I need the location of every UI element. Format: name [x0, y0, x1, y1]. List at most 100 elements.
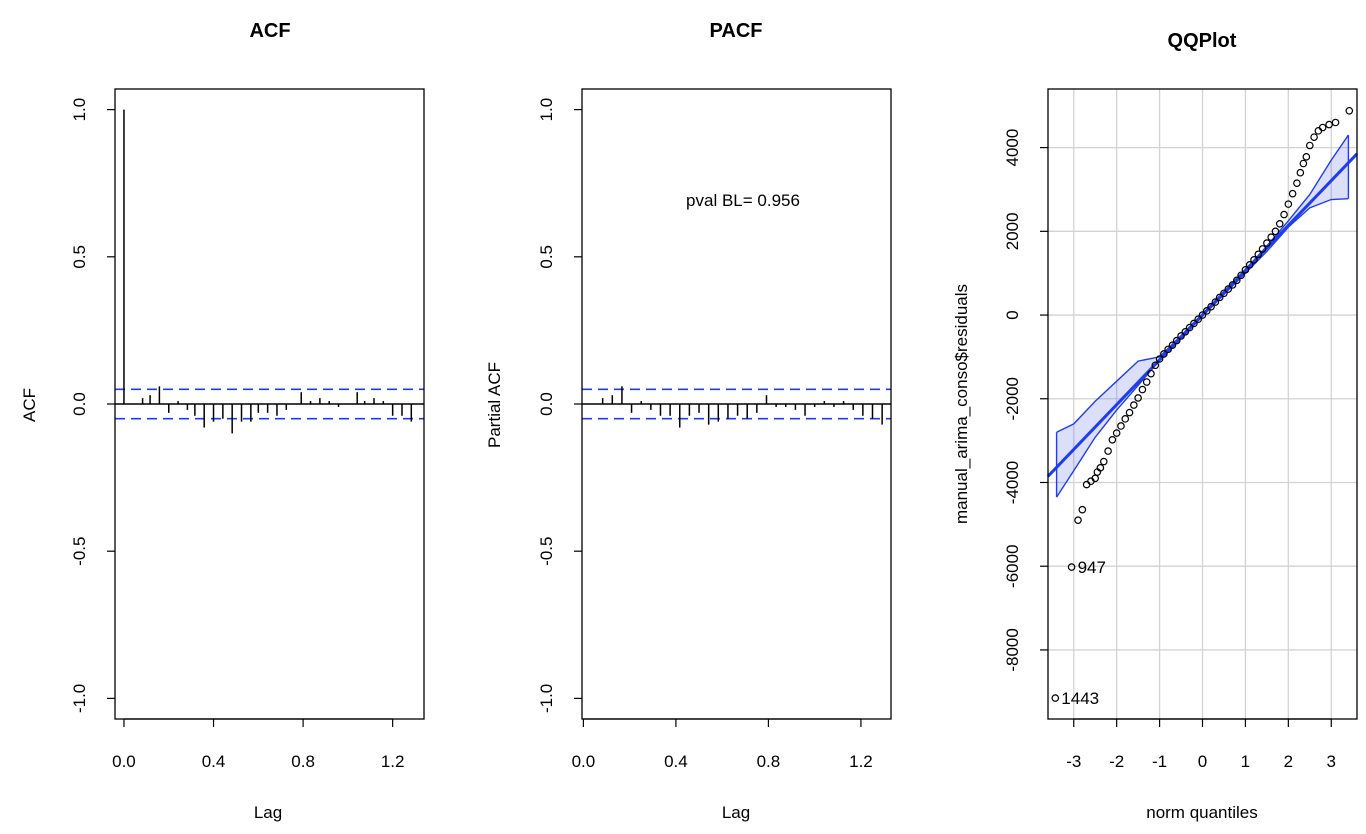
qqplot-point: [1345, 106, 1354, 115]
qqplot-reference-line-path: [1046, 152, 1359, 478]
qqplot-point: [1215, 293, 1224, 302]
qqplot-point: [1194, 315, 1203, 324]
qqplot-point: [1155, 355, 1164, 363]
pacf-x-tick-label: 0.8: [757, 752, 781, 771]
qqplot-x-tick-label: 2: [1284, 752, 1293, 771]
qqplot-point: [1099, 457, 1108, 466]
qqplot-point: [1280, 210, 1288, 219]
qqplot-point: [1288, 189, 1297, 198]
qqplot-point: [1104, 447, 1112, 455]
acf-x-axis: 0.0 0.4 0.8 1.2: [112, 718, 405, 771]
qqplot-point-labels: 947 1443: [1061, 558, 1106, 708]
qqplot-point: [1112, 429, 1121, 437]
qqplot-point: [1190, 319, 1198, 328]
qqplot-point: [1125, 408, 1134, 417]
pacf-x-axis: 0.0 0.4 0.8 1.2: [572, 718, 873, 771]
acf-x-tick-label: 0.8: [291, 752, 315, 771]
qqplot-point: [1130, 401, 1138, 409]
qqplot-y-tick-label: -6000: [1003, 544, 1022, 587]
pacf-y-tick-label: -1.0: [537, 684, 556, 713]
qqplot-point: [1325, 120, 1333, 129]
qqplot-point: [1271, 227, 1280, 236]
qqplot-point: [1331, 118, 1340, 127]
acf-y-tick-label: 0.5: [70, 245, 89, 269]
pacf-x-tick-label: 0.0: [572, 752, 596, 771]
qqplot-point: [1263, 239, 1271, 247]
qqplot-y-axis: 4000 2000 0 -2000 -4000 -6000 -8000: [1003, 129, 1048, 672]
qqplot-point: [1305, 141, 1314, 150]
qqplot-point: [1211, 298, 1220, 306]
acf-y-tick-label: 1.0: [70, 98, 89, 122]
pacf-x-tick-label: 0.4: [664, 752, 688, 771]
qqplot-y-tick-label: -2000: [1003, 377, 1022, 420]
qqplot-title: QQPlot: [1168, 30, 1237, 52]
qqplot-point: [1147, 369, 1155, 378]
acf-y-tick-label: -1.0: [70, 684, 89, 713]
qqplot-point: [1318, 123, 1327, 132]
qqplot-point: [1207, 302, 1215, 311]
qqplot-point: [1202, 307, 1211, 315]
qqplot-point: [1254, 250, 1263, 259]
qqplot-point: [1302, 153, 1311, 161]
qqplot-x-axis: -3 -2 -1 0 1 2 3: [1066, 718, 1336, 771]
qqplot-point: [1074, 516, 1082, 524]
qqplot-x-tick-label: 1: [1241, 752, 1250, 771]
qqplot-point: [1310, 133, 1318, 141]
acf-x-tick-label: 0.4: [202, 752, 226, 771]
pacf-y-axis: 1.0 0.5 0.0 -0.5 -1.0: [537, 98, 582, 713]
pacf-y-tick-label: -0.5: [537, 537, 556, 566]
qqplot-x-tick-label: -1: [1152, 752, 1167, 771]
qqplot-point: [1138, 385, 1147, 394]
qqplot-point: [1121, 415, 1130, 423]
qqplot-y-tick-label: 4000: [1003, 129, 1022, 167]
qqplot-point: [1224, 285, 1233, 293]
qqplot-reference-line: [1046, 152, 1359, 478]
pacf-y-tick-label: 0.5: [537, 245, 556, 269]
pacf-title: PACF: [710, 20, 763, 42]
qqplot-point: [1117, 422, 1125, 430]
qqplot-point: [1142, 378, 1151, 386]
qqplot-point: [1108, 435, 1117, 444]
qqplot-point: [1250, 255, 1258, 264]
acf-panel: ACF 0.0 0.4 0.8 1.2 1.0 0.5 0.0 -0.5 -1.0 Lag A…: [20, 20, 425, 822]
acf-bars: [115, 109, 424, 434]
qqplot-point: [1220, 289, 1228, 298]
acf-y-tick-label: -0.5: [70, 537, 89, 566]
qqplot-y-tick-label: 2000: [1003, 212, 1022, 250]
qqplot-point: [1245, 261, 1254, 269]
qqplot-point: [1296, 168, 1305, 177]
pacf-y-tick-label: 1.0: [537, 98, 556, 122]
pacf-confidence-lines: [582, 388, 891, 420]
qqplot-point: [1299, 159, 1308, 168]
qqplot-point: [1284, 200, 1293, 208]
acf-x-tick-label: 1.2: [381, 752, 405, 771]
acf-y-tick-label: 0.0: [70, 392, 89, 416]
qqplot-point: [1275, 219, 1284, 228]
acf-confidence-lines: [115, 388, 424, 420]
qqplot-point: [1160, 350, 1168, 358]
qqplot-y-tick-label: -4000: [1003, 461, 1022, 504]
qqplot-x-label: norm quantiles: [1146, 803, 1258, 822]
qqplot-point: [1168, 341, 1177, 349]
qqplot-x-tick-label: -2: [1109, 752, 1124, 771]
qqplot-y-tick-label: -8000: [1003, 628, 1022, 671]
pacf-y-label: Partial ACF: [485, 362, 504, 448]
qqplot-point-label: 947: [1078, 558, 1106, 577]
acf-x-tick-label: 0.0: [112, 752, 136, 771]
qqplot-point: [1078, 505, 1087, 514]
acf-title: ACF: [249, 20, 290, 42]
qqplot-point: [1314, 127, 1323, 135]
qqplot-point: [1185, 323, 1194, 332]
qqplot-point: [1293, 179, 1301, 187]
pacf-x-label: Lag: [722, 803, 750, 822]
qqplot-point: [1228, 281, 1237, 289]
qqplot-point: [1096, 464, 1105, 472]
qqplot-point: [1067, 563, 1076, 571]
pacf-pval-annotation: pval BL= 0.956: [686, 191, 800, 210]
qqplot-y-tick-label: 0: [1003, 310, 1022, 319]
qqplot-point: [1237, 271, 1245, 280]
acf-y-label: ACF: [20, 388, 39, 422]
qqplot-point: [1241, 266, 1250, 274]
pacf-x-tick-label: 1.2: [849, 752, 873, 771]
